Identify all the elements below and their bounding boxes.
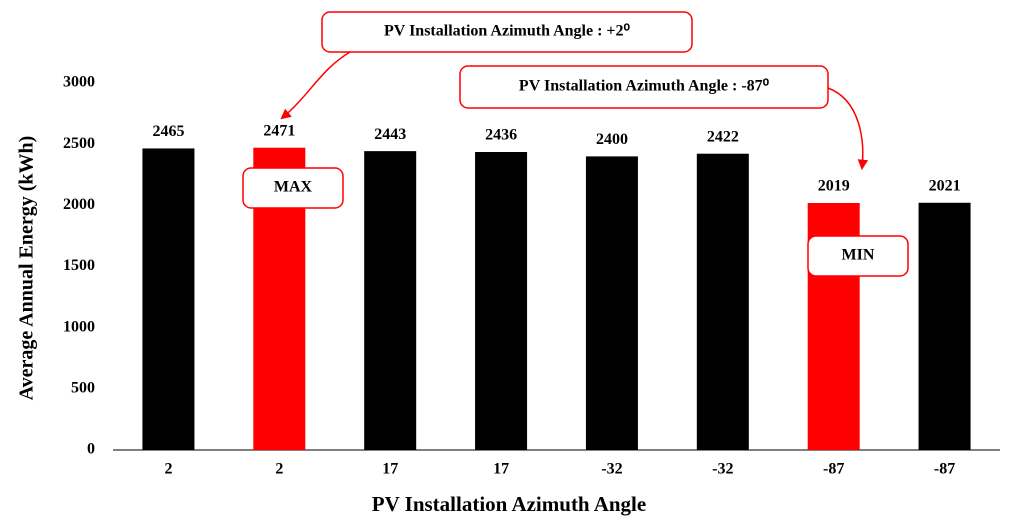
bar: [364, 151, 417, 451]
x-tick-label: 17: [382, 461, 398, 478]
y-tick-label: 2000: [63, 196, 95, 213]
callout-box: [242, 167, 344, 209]
x-tick-label: -87: [823, 461, 844, 478]
bar: [475, 151, 528, 450]
x-tick-label: 2: [164, 461, 172, 478]
callout-box: [321, 11, 693, 53]
y-tick-label: 0: [87, 441, 95, 458]
callout-text: PV Installation Azimuth Angle : -87⁰: [519, 78, 770, 95]
y-tick-label: 1000: [63, 318, 95, 335]
value-label: 2471: [263, 122, 295, 139]
y-tick-label: 1500: [63, 257, 95, 274]
value-label: 2021: [929, 177, 961, 194]
value-label: 2019: [818, 178, 850, 195]
value-label: 2465: [152, 123, 184, 140]
callout-box: [807, 235, 909, 277]
y-tick-label: 2500: [63, 135, 95, 152]
value-label: 2443: [374, 126, 406, 143]
callout-box: [459, 65, 829, 109]
value-label: 2400: [596, 131, 628, 148]
bar: [918, 202, 971, 450]
bar: [696, 153, 749, 450]
arrow: [827, 87, 869, 171]
y-axis-label: Average Annual Energy (kWh): [16, 136, 38, 401]
x-tick-label: -32: [601, 461, 622, 478]
value-label: 2422: [707, 128, 739, 145]
callout-text: MAX: [274, 179, 313, 196]
bar: [585, 156, 638, 450]
x-tick-label: 17: [493, 461, 509, 478]
arrow: [280, 51, 351, 120]
x-axis-label: PV Installation Azimuth Angle: [372, 492, 646, 516]
y-tick-label: 3000: [63, 74, 95, 91]
callout-text: PV Installation Azimuth Angle : +2⁰: [384, 23, 631, 40]
y-tick-label: 500: [71, 380, 95, 397]
x-tick-label: -32: [712, 461, 733, 478]
x-tick-label: 2: [275, 461, 283, 478]
x-tick-label: -87: [934, 461, 955, 478]
callout-text: MIN: [842, 247, 875, 264]
value-label: 2436: [485, 127, 517, 144]
bar: [142, 148, 195, 450]
